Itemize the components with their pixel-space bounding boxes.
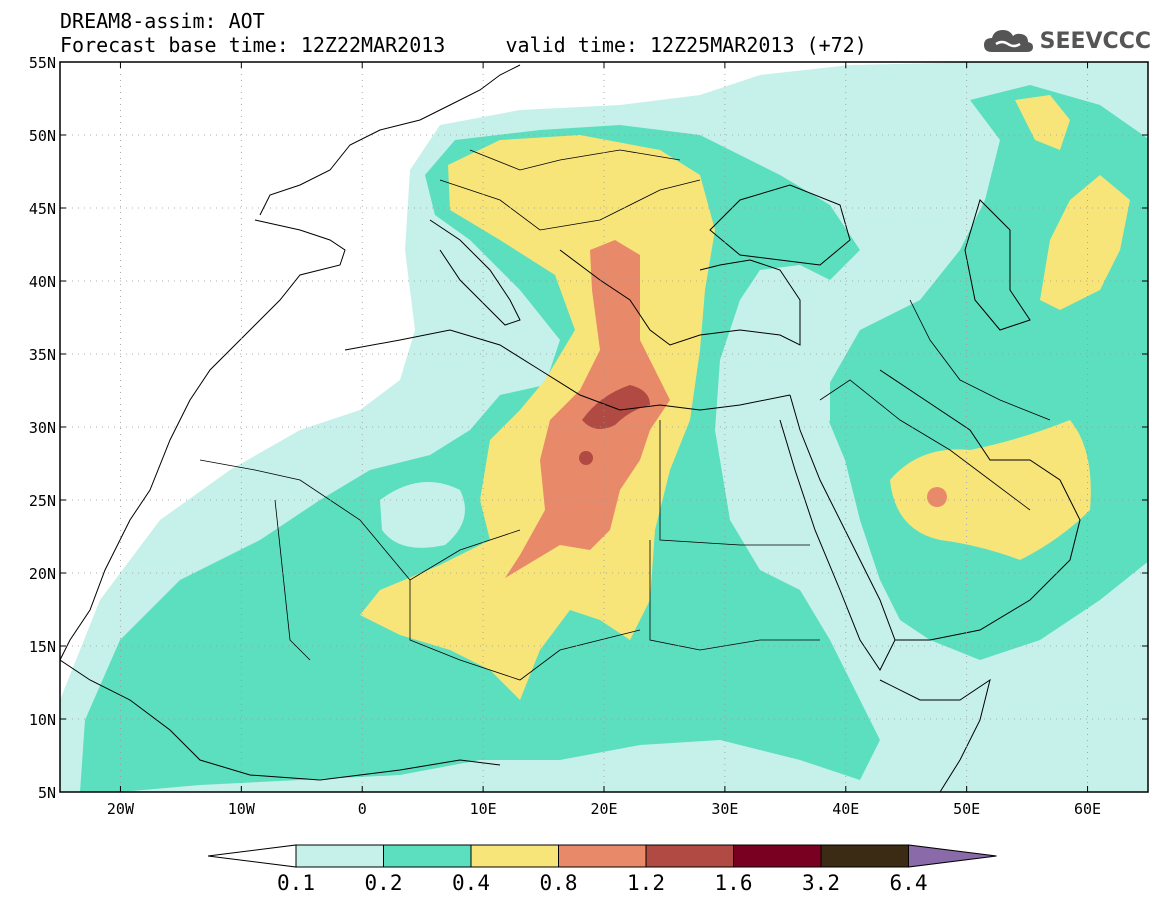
border-sahara-1 [199,459,521,581]
aot-band-1-2 [582,385,650,429]
coast-nafrica-med [344,329,791,411]
border-arabia [819,379,1031,511]
borders [199,149,1051,681]
coast-west-africa [60,659,501,781]
legend-swatch-1 [383,844,472,868]
lat-tick-label: 15N [29,638,56,656]
legend-label: 0.2 [365,871,403,895]
lat-tick-label: 35N [29,346,56,364]
lat-tick-label: 10N [29,711,56,729]
lon-tick-label: 10W [228,800,256,818]
coast-red-sea [779,394,896,671]
map-subtitle: Forecast base time: 12Z22MAR2013 valid t… [60,33,867,57]
graticule [60,62,1148,792]
lon-tick-label: 20W [107,800,135,818]
border-europe-2 [469,149,681,171]
border-libya-egypt [659,420,810,546]
lat-tick-label: 50N [29,127,56,145]
lat-tick-label: 20N [29,565,56,583]
legend: 0.1 0.2 0.4 0.8 1.2 1.6 3.2 6.4 [207,844,997,895]
legend-label: 3.2 [802,871,840,895]
lat-tick-label: 45N [29,200,56,218]
legend-label: 0.8 [540,871,578,895]
legend-label: 6.4 [890,871,928,895]
border-algeria-niger [409,580,641,681]
coast-iberia-nafrica [60,219,346,661]
coast-italy [429,219,521,326]
border-sudan [649,540,820,651]
border-iran [909,299,1051,421]
legend-label: 0.1 [277,871,315,895]
coast-balkans-turkey [559,249,801,346]
aot-band-0-4-caspian [1040,175,1130,310]
aot-hole-west [380,482,465,548]
aot-spot-arabia [927,487,947,507]
aot-field [60,62,1148,792]
legend-under-arrow [207,844,297,868]
lon-tick-label: 50E [953,800,980,818]
aot-spot-libya [579,451,593,465]
legend-swatch-5 [733,844,822,868]
legend-over-arrow [908,844,997,868]
lon-tick-label: 40E [832,800,859,818]
map-title: DREAM8-assim: AOT [60,9,265,33]
coast-arabia [879,369,1081,641]
aot-band-0-4-arabia [890,420,1091,560]
legend-swatch-6 [820,844,909,868]
lat-tick-label: 25N [29,492,56,510]
lon-tick-label: 0 [358,800,367,818]
logo-text: SEEVCCC [1039,28,1151,54]
lat-tick-label: 30N [29,419,56,437]
legend-label: 1.6 [715,871,753,895]
lon-tick-label: 60E [1074,800,1101,818]
lon-tick-label: 10E [470,800,497,818]
coast-black-sea [709,184,851,266]
aot-hole-east [715,320,830,520]
coast-europe-north [259,64,521,216]
legend-swatch-2 [470,844,559,868]
legend-swatch-4 [645,844,734,868]
aot-band-0-4-ne [1015,95,1070,150]
legend-label: 0.4 [452,871,490,895]
seevccc-logo: SEEVCCC [982,26,1151,56]
lat-tick-label: 40N [29,273,56,291]
coastlines [60,64,1081,792]
aot-band-0-8 [505,240,670,578]
border-europe [439,179,701,231]
coast-caspian [964,199,1031,331]
legend-label: 1.2 [627,871,665,895]
legend-swatch-0 [295,844,384,868]
cloud-icon [983,30,1033,52]
map-axes: 5N 10N 15N 20N 25N 30N 35N 40N 45N 50N 55N 20W 10W 0 1… [29,54,1148,818]
border-sahara-2 [274,499,311,661]
coast-gulf-of-aden [879,678,991,792]
lon-tick-label: 20E [590,800,617,818]
lat-tick-label: 55N [29,54,56,72]
lat-tick-label: 5N [38,784,56,802]
legend-swatch-3 [558,844,647,868]
lon-tick-label: 30E [711,800,738,818]
